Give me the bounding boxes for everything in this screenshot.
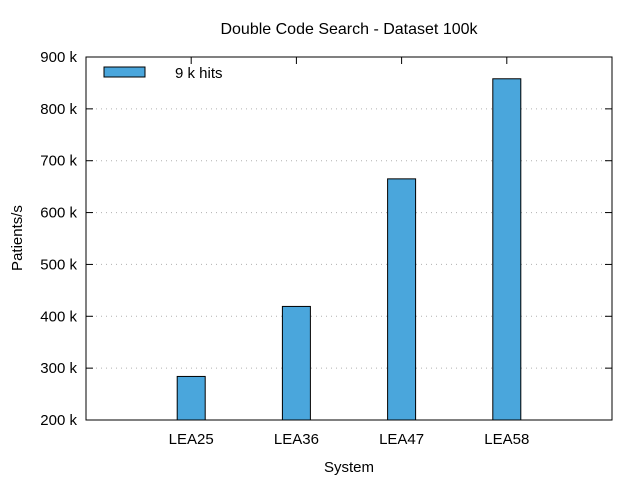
legend-swatch xyxy=(103,66,146,78)
grid-lines xyxy=(86,108,612,369)
x-tick-label: LEA47 xyxy=(379,431,424,448)
y-tick-label: 700 k xyxy=(40,153,77,170)
bar xyxy=(492,78,522,421)
y-tick-label: 600 k xyxy=(40,205,77,222)
bar xyxy=(176,375,206,421)
chart-title: Double Code Search - Dataset 100k xyxy=(220,21,478,38)
y-axis-label: Patients/s xyxy=(9,205,26,271)
y-tick-label: 500 k xyxy=(40,256,77,273)
y-tick-label: 800 k xyxy=(40,101,77,118)
bar-series xyxy=(176,78,522,421)
legend-label: 9 k hits xyxy=(175,65,223,82)
x-tick-label: LEA25 xyxy=(169,431,214,448)
y-tick-label: 900 k xyxy=(40,49,77,66)
x-tick-label: LEA36 xyxy=(274,431,319,448)
plot-area-frame xyxy=(85,56,613,421)
x-tick-label: LEA58 xyxy=(484,431,529,448)
legend: 9 k hits xyxy=(103,65,223,82)
x-axis: LEA25 LEA36 LEA47 LEA58 xyxy=(169,57,529,448)
y-tick-label: 200 k xyxy=(40,412,77,429)
y-axis: 200 k 300 k 400 k 500 k 600 k 700 k 800 k 900 k xyxy=(40,49,612,429)
bar xyxy=(281,305,311,421)
y-tick-label: 300 k xyxy=(40,360,77,377)
x-axis-label: System xyxy=(324,459,374,476)
bar xyxy=(387,178,417,421)
y-tick-label: 400 k xyxy=(40,308,77,325)
